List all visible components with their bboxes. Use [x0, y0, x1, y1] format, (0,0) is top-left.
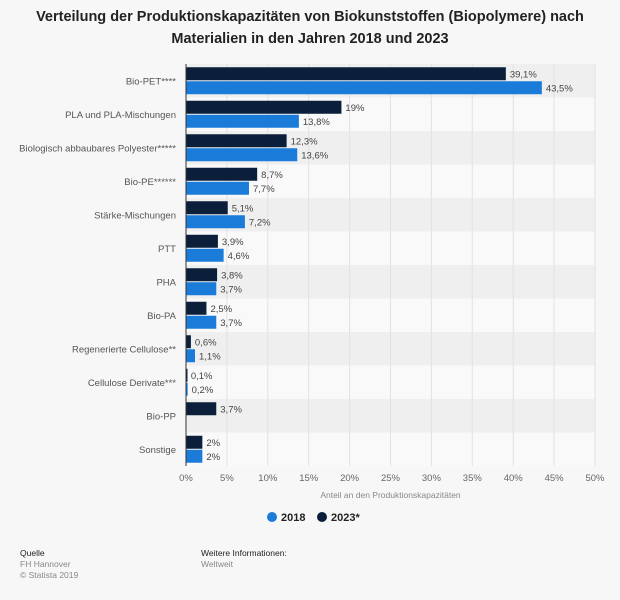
bar-2018 — [186, 181, 249, 195]
bar-2018 — [186, 215, 245, 229]
data-label: 2% — [206, 452, 220, 463]
data-label: 7,2% — [249, 217, 271, 228]
bar-2018 — [186, 349, 195, 363]
legend-marker — [267, 512, 277, 522]
legend-marker — [317, 512, 327, 522]
data-label: 3,9% — [222, 237, 244, 248]
bar-2023 — [186, 335, 191, 349]
bar-2018 — [186, 382, 188, 396]
bar-2018 — [186, 315, 217, 329]
bar-2023 — [186, 268, 218, 282]
data-label: 1,1% — [199, 351, 221, 362]
data-label: 19% — [345, 103, 365, 114]
bar-2018 — [186, 282, 217, 296]
bar-2023 — [186, 301, 207, 315]
legend-entry: 2018 — [281, 512, 305, 524]
data-label: 0,2% — [192, 385, 214, 396]
data-label: 3,7% — [220, 404, 242, 415]
bar-2018 — [186, 148, 298, 162]
x-tick-label: 15% — [299, 473, 319, 484]
bar-2023 — [186, 67, 506, 81]
x-tick-label: 10% — [258, 473, 278, 484]
category-label: PTT — [158, 244, 176, 255]
data-label: 3,7% — [220, 284, 242, 295]
category-label: Bio-PE****** — [124, 177, 176, 188]
bar-2023 — [186, 134, 287, 148]
category-label: Bio-PA — [147, 311, 177, 322]
x-tick-label: 45% — [545, 473, 565, 484]
bar-2018 — [186, 114, 299, 128]
category-label: Cellulose Derivate*** — [88, 378, 176, 389]
data-label: 43,5% — [546, 83, 573, 94]
data-label: 2,5% — [210, 304, 232, 315]
data-label: 8,7% — [261, 170, 283, 181]
x-tick-label: 35% — [463, 473, 483, 484]
category-label: Biologisch abbaubares Polyester***** — [19, 143, 176, 154]
bar-2023 — [186, 201, 228, 215]
x-axis-label: Anteil an den Produktionskapazitäten — [320, 490, 461, 500]
source-heading: Quelle — [20, 548, 45, 558]
category-label: Regenerierte Cellulose** — [72, 344, 176, 355]
x-tick-label: 25% — [381, 473, 401, 484]
bar-2023 — [186, 167, 258, 181]
data-label: 2% — [206, 438, 220, 449]
bar-2023 — [186, 402, 217, 416]
data-label: 3,7% — [220, 318, 242, 329]
data-label: 4,6% — [228, 251, 250, 262]
data-label: 7,7% — [253, 184, 275, 195]
x-tick-label: 5% — [220, 473, 234, 484]
copyright: © Statista 2019 — [20, 570, 79, 580]
x-tick-label: 20% — [340, 473, 360, 484]
category-label: PLA und PLA-Mischungen — [65, 110, 176, 121]
bar-2023 — [186, 435, 203, 449]
category-label: Stärke-Mischungen — [94, 210, 176, 221]
category-label: Sonstige — [139, 445, 176, 456]
x-tick-label: 0% — [179, 473, 193, 484]
data-label: 3,8% — [221, 270, 243, 281]
bar-2023 — [186, 100, 342, 114]
bar-2018 — [186, 81, 542, 95]
x-tick-label: 30% — [422, 473, 442, 484]
info-text: Weltweit — [201, 559, 233, 569]
data-label: 13,8% — [303, 117, 330, 128]
data-label: 39,1% — [510, 69, 537, 80]
bar-2023 — [186, 368, 188, 382]
source-text: FH Hannover — [20, 559, 71, 569]
x-tick-label: 40% — [504, 473, 524, 484]
bar-2018 — [186, 449, 203, 463]
bar-2018 — [186, 248, 224, 262]
info-heading: Weitere Informationen: — [201, 548, 287, 558]
chart-title: Verteilung der Produktionskapazitäten vo… — [36, 9, 584, 47]
data-label: 13,6% — [301, 150, 328, 161]
x-tick-label: 50% — [585, 473, 605, 484]
category-label: Bio-PET**** — [126, 76, 176, 87]
category-label: Bio-PP — [146, 411, 176, 422]
category-label: PHA — [156, 277, 176, 288]
bar-2023 — [186, 234, 218, 248]
data-label: 5,1% — [232, 203, 254, 214]
data-label: 12,3% — [291, 136, 318, 147]
data-label: 0,1% — [191, 371, 213, 382]
data-label: 0,6% — [195, 337, 217, 348]
legend-entry: 2023* — [331, 512, 360, 524]
